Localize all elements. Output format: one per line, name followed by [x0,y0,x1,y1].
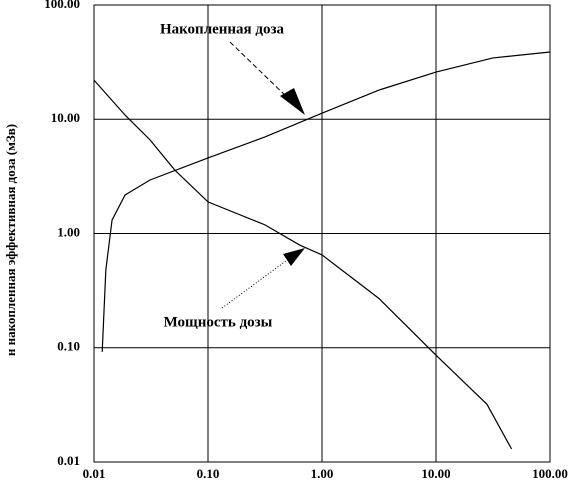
x-tick-label: 1.00 [311,466,334,481]
x-tick-label: 0.10 [197,466,220,481]
annotation: Накопленная доза [160,21,285,37]
series-line [93,79,513,450]
annotation-arrow [221,257,291,309]
x-tick-label: 0.01 [83,466,106,481]
x-tick-label: 10.00 [421,466,450,481]
y-tick-label: 0.10 [57,339,80,354]
annotation-arrow-head [280,88,305,115]
y-tick-label: 10.00 [51,110,80,125]
x-tick-label: 100.00 [532,466,568,481]
series-line [101,51,551,352]
annotation-arrow-head [283,248,305,266]
annotation-arrow [229,41,291,101]
annotation: Мощность дозы [164,314,273,330]
y-tick-label: 100.00 [44,0,80,11]
y-tick-label: 1.00 [57,224,80,239]
y-axis-label: н накопленная эффективная доза (мЗв) [3,124,18,356]
y-tick-label: 0.01 [57,453,80,468]
